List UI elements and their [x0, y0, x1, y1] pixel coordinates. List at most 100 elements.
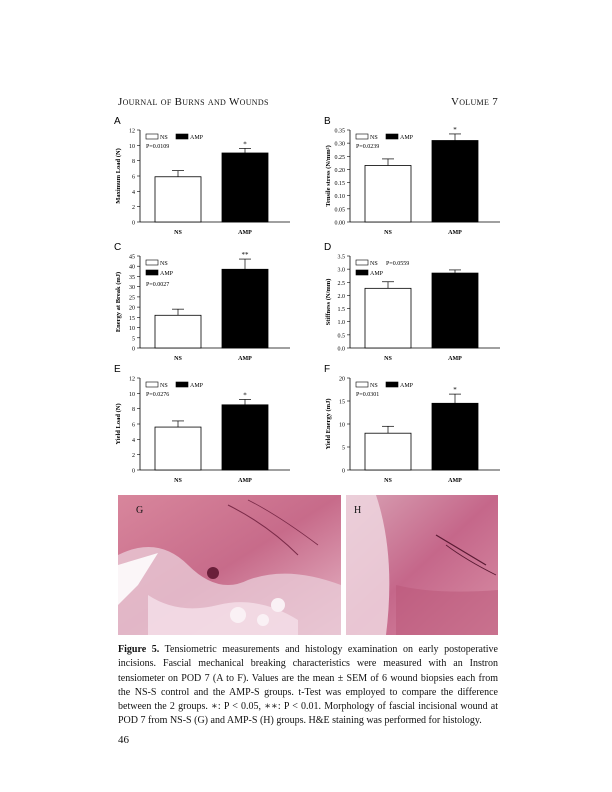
figure-caption: Figure 5. Tensiometric measurements and …	[118, 643, 498, 729]
significance-marker: *	[243, 391, 247, 399]
y-tick-label: 0.05	[335, 207, 346, 213]
y-tick-label: 3.0	[338, 268, 346, 274]
legend-label-amp: AMP	[190, 135, 204, 141]
legend-swatch-amp	[145, 269, 159, 276]
y-tick-label: 4	[132, 438, 135, 444]
legend-label-amp: AMP	[160, 271, 174, 277]
y-tick-label: 10	[129, 392, 135, 398]
page-number: 46	[118, 734, 129, 746]
legend-swatch-ns	[145, 259, 159, 266]
bar-amp	[221, 268, 269, 349]
significance-marker: *	[453, 126, 457, 134]
y-axis-label: Tensile stress (N/mm²)	[325, 145, 332, 207]
x-tick-label: NS	[174, 356, 182, 362]
histology-h-picture	[346, 495, 498, 635]
y-tick-label: 0	[132, 221, 135, 227]
y-tick-label: 2.5	[338, 281, 346, 287]
panel-letter: B	[324, 116, 331, 127]
y-tick-label: 2.0	[338, 294, 346, 300]
panel-letter: E	[114, 364, 121, 375]
y-tick-label: 6	[132, 175, 135, 181]
legend-swatch-amp	[355, 269, 369, 276]
x-tick-label: AMP	[448, 230, 462, 236]
significance-marker: **	[242, 251, 250, 259]
legend-swatch-ns	[145, 381, 159, 388]
legend-label-ns: NS	[160, 383, 168, 389]
y-axis-label: Yield Load (N)	[115, 403, 122, 444]
legend-label-ns: NS	[160, 261, 168, 267]
legend-swatch-amp	[175, 133, 189, 140]
legend-swatch-ns	[145, 133, 159, 140]
y-tick-label: 2	[132, 205, 135, 211]
legend-label-amp: AMP	[190, 383, 204, 389]
y-axis-label: Maximum Load (N)	[115, 148, 122, 204]
y-axis-label: Yield Energy (mJ)	[325, 398, 332, 449]
bar-ns	[154, 314, 202, 349]
chart-d: D 0.0 0.5 1.0 1.5 2.0 2.5 3.0 3.5 Stiffness (N/mm…	[324, 242, 500, 362]
y-tick-label: 0	[342, 469, 345, 475]
legend-label-ns: NS	[160, 135, 168, 141]
x-tick-label: NS	[384, 356, 392, 362]
legend-swatch-ns	[355, 381, 369, 388]
panel-c: C 0 5 10 15 20 25 30 35 40 45 Energy at Break (mJ) N…	[112, 242, 312, 364]
chart-c: C 0 5 10 15 20 25 30 35 40 45 Energy at Break (mJ) N…	[114, 242, 290, 362]
legend-swatch-ns	[355, 259, 369, 266]
y-tick-label: 0.30	[335, 142, 346, 148]
bar-amp	[431, 272, 479, 349]
legend-label-amp: AMP	[370, 271, 384, 277]
y-tick-label: 1.0	[338, 320, 346, 326]
panel-a: A 0 2 4 6 8 10 12 Maximum Load (N) NS AMP * NS AMP P=0…	[112, 116, 312, 238]
p-value: P=0.0559	[386, 261, 409, 267]
legend-swatch-amp	[175, 381, 189, 388]
y-tick-label: 40	[129, 265, 135, 271]
legend-label-amp: AMP	[400, 383, 414, 389]
bar-ns	[364, 287, 412, 349]
panel-letter: D	[324, 242, 331, 253]
p-value: P=0.0109	[146, 144, 169, 150]
y-tick-label: 0.15	[335, 181, 346, 187]
bar-ns	[364, 165, 412, 223]
p-value: P=0.0239	[356, 144, 379, 150]
y-tick-label: 0.0	[338, 347, 346, 353]
y-tick-label: 10	[129, 326, 135, 332]
legend-label-ns: NS	[370, 383, 378, 389]
caption-text: Tensiometric measurements and histology …	[118, 644, 498, 727]
y-tick-label: 3.5	[338, 255, 346, 261]
bar-amp	[221, 404, 269, 471]
bar-ns	[154, 176, 202, 223]
chart-f: F 0 5 10 15 20 Yield Energy (mJ) NS AMP * NS AMP P=0…	[324, 364, 500, 484]
y-tick-label: 4	[132, 190, 135, 196]
legend-label-amp: AMP	[400, 135, 414, 141]
y-tick-label: 8	[132, 159, 135, 165]
p-value: P=0.0301	[356, 392, 379, 398]
y-tick-label: 0.5	[338, 333, 346, 339]
x-tick-label: AMP	[238, 356, 252, 362]
legend-swatch-ns	[355, 133, 369, 140]
p-value: P=0.0276	[146, 392, 169, 398]
y-tick-label: 6	[132, 423, 135, 429]
legend-label-ns: NS	[370, 135, 378, 141]
significance-marker: *	[243, 140, 247, 148]
y-tick-label: 2	[132, 453, 135, 459]
y-tick-label: 20	[339, 377, 345, 383]
y-tick-label: 20	[129, 306, 135, 312]
legend-swatch-amp	[385, 133, 399, 140]
chart-b: B 0.00 0.05 0.10 0.15 0.20 0.25 0.30 0.35 Tensile…	[324, 116, 500, 236]
panel-letter: A	[114, 116, 121, 127]
journal-title: Journal of Burns and Wounds	[118, 96, 269, 108]
bar-amp	[431, 140, 479, 223]
y-tick-label: 0.00	[335, 221, 346, 227]
panel-f: F 0 5 10 15 20 Yield Energy (mJ) NS AMP * NS AMP P=0…	[322, 364, 522, 486]
panel-b: B 0.00 0.05 0.10 0.15 0.20 0.25 0.30 0.35 Tensile…	[322, 116, 522, 238]
y-tick-label: 8	[132, 407, 135, 413]
bar-ns	[154, 426, 202, 471]
y-tick-label: 0.25	[335, 155, 346, 161]
x-tick-label: AMP	[238, 230, 252, 236]
y-tick-label: 0.10	[335, 194, 346, 200]
bar-ns	[364, 432, 412, 471]
y-tick-label: 5	[342, 446, 345, 452]
y-tick-label: 0	[132, 347, 135, 353]
p-value: P=0.0027	[146, 282, 169, 288]
chart-e: E 0 2 4 6 8 10 12 Yield Load (N) NS AMP * NS AMP P=0.0…	[114, 364, 290, 484]
chart-a: A 0 2 4 6 8 10 12 Maximum Load (N) NS AMP * NS AMP P=0…	[114, 116, 290, 236]
